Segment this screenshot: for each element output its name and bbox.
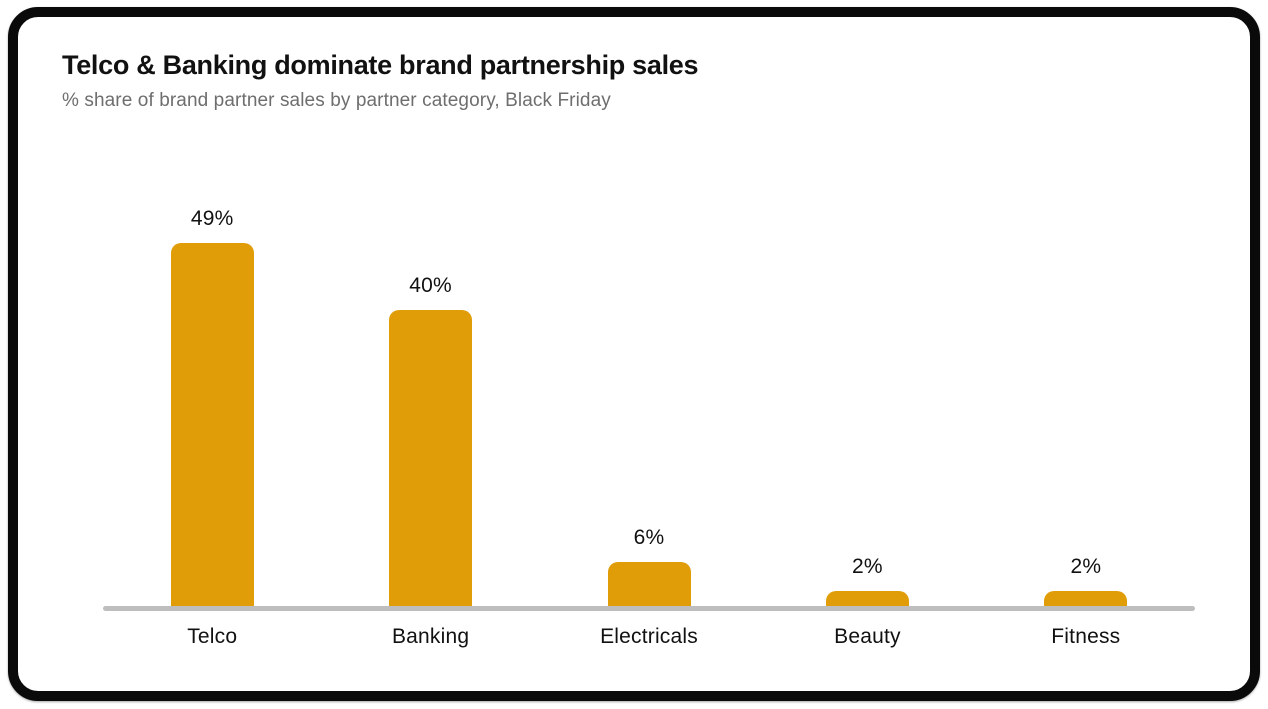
bar-telco: [170, 243, 254, 606]
chart-title: Telco & Banking dominate brand partnersh…: [62, 50, 699, 80]
chart-subtitle: % share of brand partner sales by partne…: [62, 89, 611, 111]
bar-value-label: 49%: [190, 207, 234, 231]
chart-card: Telco & Banking dominate brand partnersh…: [8, 7, 1260, 701]
bar-electricals: [607, 561, 691, 606]
bar-value-label: 2%: [852, 555, 883, 579]
bar-column-fitness: 2%: [977, 555, 1195, 606]
chart-header: Telco & Banking dominate brand partnersh…: [18, 17, 1250, 112]
bar-value-label: 40%: [409, 274, 452, 297]
bar-beauty: [825, 591, 909, 606]
x-tick-label-banking: Banking: [391, 625, 470, 648]
x-tick-label-electricals: Electricals: [600, 625, 698, 648]
bar-chart: 49% 40% 6% 2% 2% Telco Banking Electricals Beau…: [103, 207, 1195, 649]
bar-value-label: 6%: [633, 525, 665, 549]
bar-banking: [389, 310, 473, 606]
bar-column-beauty: 2%: [758, 555, 976, 606]
x-axis-baseline: [103, 606, 1195, 611]
bar-column-electricals: 6%: [540, 526, 758, 606]
bar-value-label: 2%: [1070, 555, 1102, 579]
plot-area: 49% 40% 6% 2% 2%: [103, 207, 1195, 606]
bar-fitness: [1044, 591, 1128, 606]
x-tick-label-fitness: Fitness: [1051, 625, 1121, 648]
x-tick-label-telco: Telco: [187, 625, 238, 648]
bar-column-banking: 40%: [321, 274, 539, 606]
x-tick-label-beauty: Beauty: [834, 625, 901, 648]
x-axis-labels: Telco Banking Electricals Beauty Fitness: [103, 625, 1195, 649]
bar-column-telco: 49%: [103, 207, 321, 606]
